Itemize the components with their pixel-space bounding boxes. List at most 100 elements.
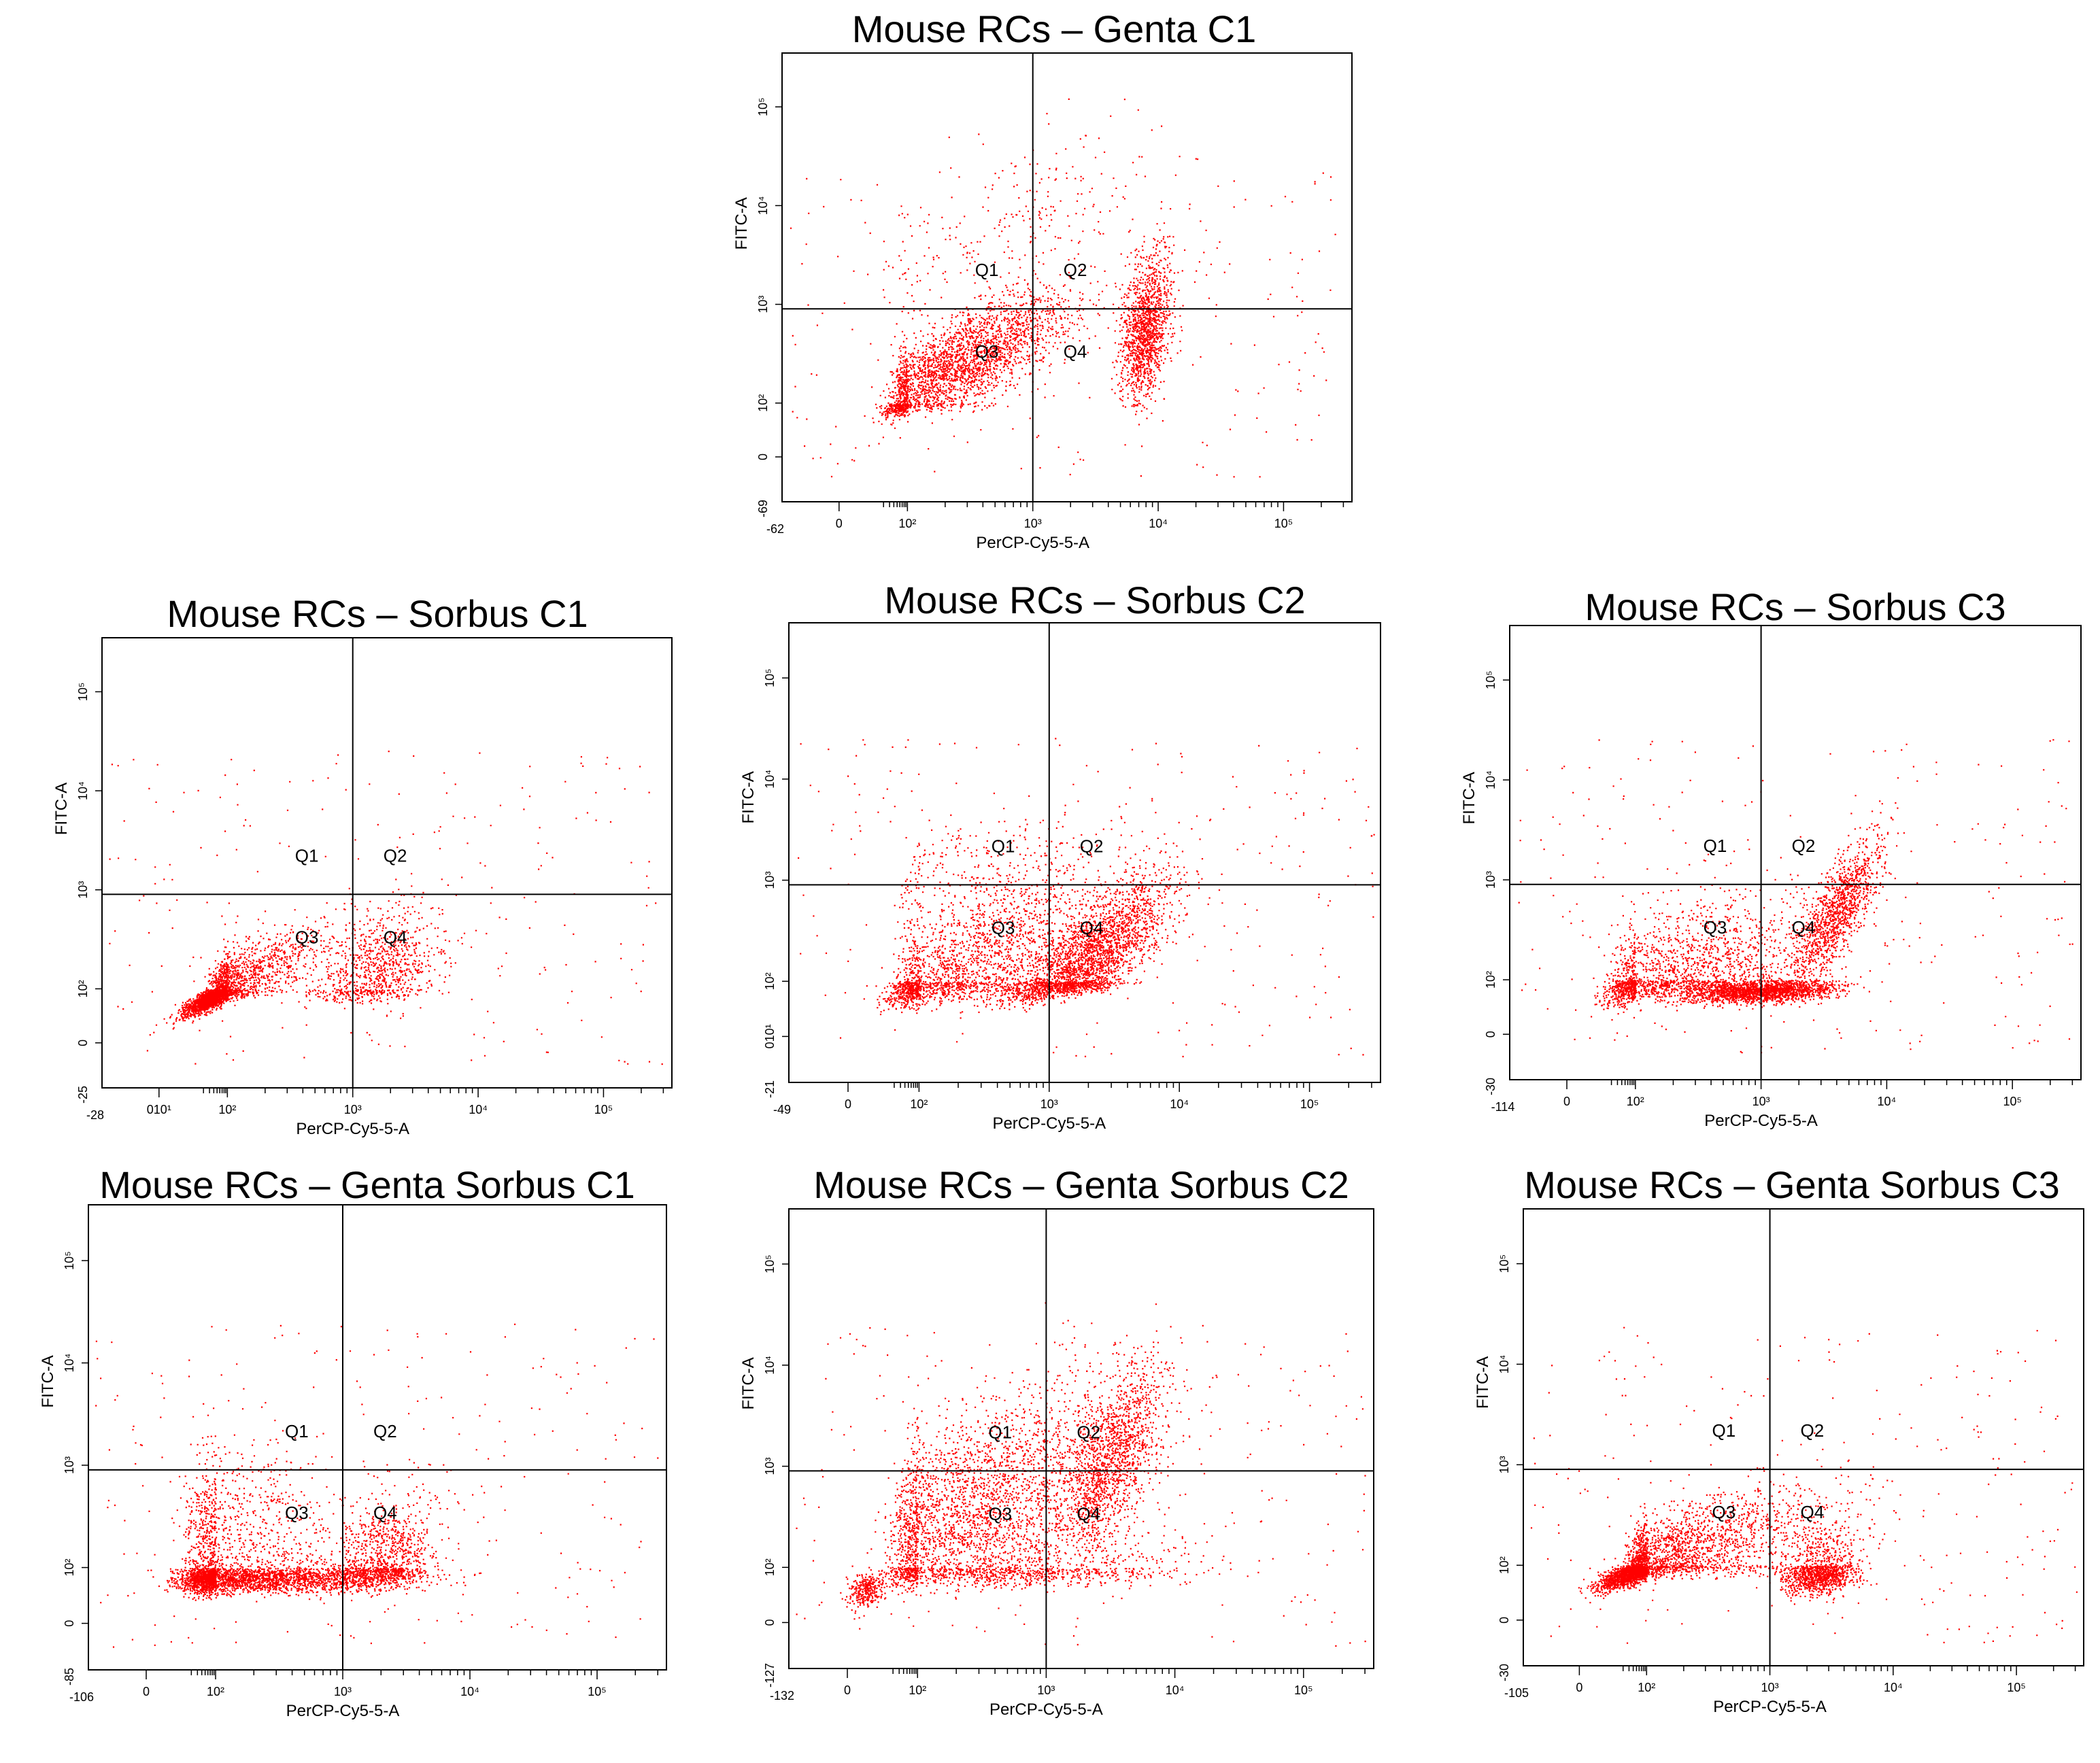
- scatter-cluster-0: [149, 902, 356, 1036]
- y-tick-label: 0: [1497, 1617, 1511, 1624]
- y-min-label: -85: [63, 1668, 76, 1685]
- scatter-points: [863, 837, 1200, 1016]
- scatter-cluster-2: [1761, 766, 1914, 991]
- y-axis-title: FITC-A: [732, 197, 751, 250]
- quadrant-label-q1: Q1: [285, 1421, 309, 1441]
- scatter-cluster-0: [1575, 853, 1921, 1021]
- quadrant-label-q1: Q1: [992, 836, 1015, 856]
- plot-frame: [101, 637, 673, 1089]
- y-tick-label: 0: [63, 1620, 76, 1627]
- x-tick-label: 10⁵: [1294, 1683, 1312, 1697]
- scatter-outliers: [790, 165, 1336, 478]
- panel-title: Mouse RCs – Genta C1: [851, 7, 1257, 50]
- scatter-dots: [1530, 1326, 2078, 1644]
- y-min-label: -30: [1497, 1664, 1511, 1681]
- scatter-plot: Q1 Q2 Q3 Q4 0 10² 10³ 10⁴ 10⁵ -62 0 10² 10³ 10⁴ 10⁵ -69…: [732, 52, 1353, 552]
- quadrant-label-q3: Q3: [295, 927, 319, 947]
- x-tick-label: 0: [1563, 1095, 1570, 1108]
- x-tick-label: 10³: [1040, 1097, 1058, 1111]
- scatter-dots: [796, 1302, 1366, 1647]
- plot-frame: [788, 1208, 1374, 1669]
- scatter-cluster-0: [868, 1302, 1239, 1600]
- y-tick-label: 10⁵: [756, 97, 770, 116]
- x-tick-label: 10⁵: [2003, 1095, 2021, 1108]
- plot-frame: [781, 52, 1353, 502]
- plot-frame: [88, 1204, 667, 1671]
- panel-genta-sorbus-c3: Mouse RCs – Genta Sorbus C3 Q1 Q2 Q3 Q4 0 10²…: [1415, 1156, 2095, 1754]
- scatter-dots: [95, 1323, 659, 1648]
- x-tick-label: 10⁵: [1300, 1097, 1319, 1111]
- y-tick-label: 10⁵: [763, 668, 777, 687]
- y-tick-label: 10⁵: [1484, 670, 1497, 689]
- y-axis-ticks: 0 10² 10³ 10⁴ 10⁵: [1484, 670, 1510, 1038]
- scatter-cluster-2: [840, 1569, 890, 1619]
- x-tick-label: 010¹: [147, 1103, 171, 1116]
- scatter-points: [960, 772, 1212, 1019]
- quadrant-label-q2: Q2: [384, 845, 407, 866]
- x-axis-title: PerCP-Cy5-5-A: [992, 1114, 1106, 1133]
- y-axis-ticks: 010¹ 10² 10³ 10⁴ 10⁵: [763, 668, 789, 1048]
- x-tick-label: 10³: [1761, 1681, 1779, 1694]
- x-tick-label: 10⁵: [588, 1685, 606, 1698]
- y-axis-ticks: 0 10² 10³ 10⁴ 10⁵: [63, 1251, 88, 1627]
- y-tick-label: 10⁴: [63, 1354, 76, 1373]
- scatter-cluster-1: [1640, 945, 1889, 1012]
- y-tick-label: 10⁵: [63, 1251, 76, 1269]
- x-tick-label: 10⁴: [1170, 1097, 1189, 1111]
- quadrant-label-q3: Q3: [1712, 1502, 1736, 1522]
- quadrant-label-q4: Q4: [373, 1503, 397, 1523]
- x-min-label: -62: [766, 522, 784, 536]
- scatter-points: [864, 250, 1136, 426]
- x-axis-ticks: 010¹ 10² 10³ 10⁴ 10⁵: [147, 1088, 664, 1116]
- y-axis-title: FITC-A: [739, 1357, 758, 1409]
- x-tick-label: 10³: [344, 1103, 362, 1116]
- x-tick-label: 10⁵: [2007, 1681, 2025, 1694]
- y-tick-label: 10³: [763, 1458, 777, 1475]
- quadrant-label-q1: Q1: [1704, 836, 1727, 856]
- y-min-label: -127: [763, 1663, 777, 1688]
- quadrant-label-q4: Q4: [1801, 1502, 1825, 1522]
- y-tick-label: 10⁴: [763, 1356, 777, 1375]
- scatter-cluster-1: [169, 1374, 390, 1599]
- y-tick-label: 10³: [763, 872, 777, 889]
- panel-title: Mouse RCs – Genta Sorbus C2: [813, 1163, 1349, 1206]
- y-tick-label: 10⁵: [76, 683, 90, 701]
- scatter-points: [169, 1374, 390, 1599]
- quadrant-label-q1: Q1: [988, 1422, 1012, 1442]
- y-tick-label: 10³: [76, 881, 90, 899]
- scatter-outliers: [1530, 1326, 2078, 1644]
- scatter-cluster-1: [1111, 222, 1186, 420]
- y-tick-label: 10³: [63, 1456, 76, 1474]
- x-tick-label: 10²: [898, 517, 916, 530]
- scatter-points: [1111, 222, 1186, 420]
- y-tick-label: 0: [763, 1619, 777, 1626]
- scatter-points: [309, 1458, 486, 1605]
- x-axis-ticks: 0 10² 10³ 10⁴ 10⁵: [836, 502, 1344, 530]
- y-tick-label: 0: [76, 1040, 90, 1046]
- x-axis-title: PerCP-Cy5-5-A: [1704, 1112, 1818, 1130]
- scatter-points: [109, 751, 663, 1065]
- scatter-points: [1640, 945, 1889, 1012]
- scatter-points: [840, 1569, 890, 1619]
- scatter-outliers: [95, 1323, 659, 1648]
- x-min-label: -114: [1491, 1100, 1515, 1114]
- scatter-dots: [1518, 739, 2073, 1054]
- x-tick-label: 0: [836, 517, 843, 530]
- quadrant-label-q1: Q1: [295, 845, 319, 866]
- y-tick-label: 0: [756, 453, 770, 460]
- x-min-label: -132: [770, 1689, 794, 1702]
- scatter-points: [1575, 853, 1921, 1021]
- x-axis-ticks: 0 10² 10³ 10⁴ 10⁵: [845, 1082, 1372, 1111]
- x-tick-label: 0: [1576, 1681, 1582, 1694]
- y-axis-ticks: 0 10² 10³ 10⁴ 10⁵: [1497, 1254, 1523, 1624]
- plot-frame: [788, 622, 1381, 1083]
- x-tick-label: 10⁴: [1149, 517, 1168, 530]
- quadrant-label-q4: Q4: [1792, 917, 1816, 938]
- x-min-label: -106: [69, 1690, 94, 1704]
- x-tick-label: 0: [845, 1097, 851, 1111]
- quadrant-label-q2: Q2: [1077, 1422, 1100, 1442]
- x-tick-label: 10²: [1627, 1095, 1644, 1108]
- quadrant-label-q4: Q4: [384, 927, 407, 947]
- quadrant-label-q4: Q4: [1080, 917, 1104, 938]
- scatter-points: [1530, 1326, 2078, 1644]
